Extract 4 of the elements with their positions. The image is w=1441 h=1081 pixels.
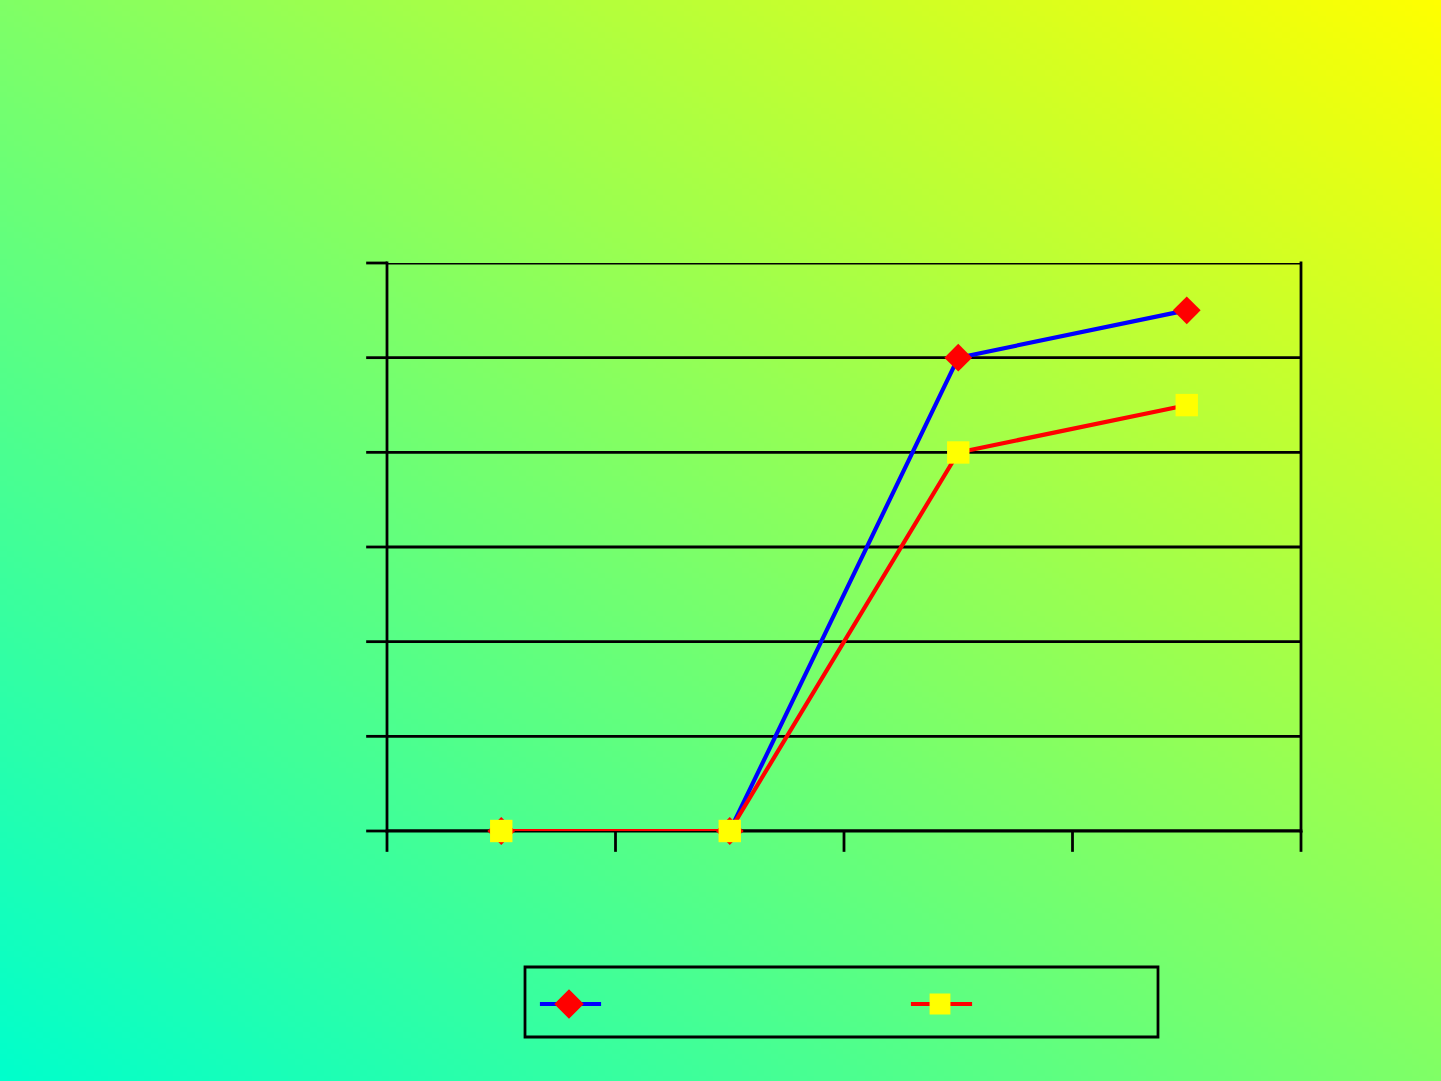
point [944, 343, 973, 372]
point [1175, 393, 1198, 417]
point [947, 441, 970, 464]
point [1172, 296, 1201, 325]
